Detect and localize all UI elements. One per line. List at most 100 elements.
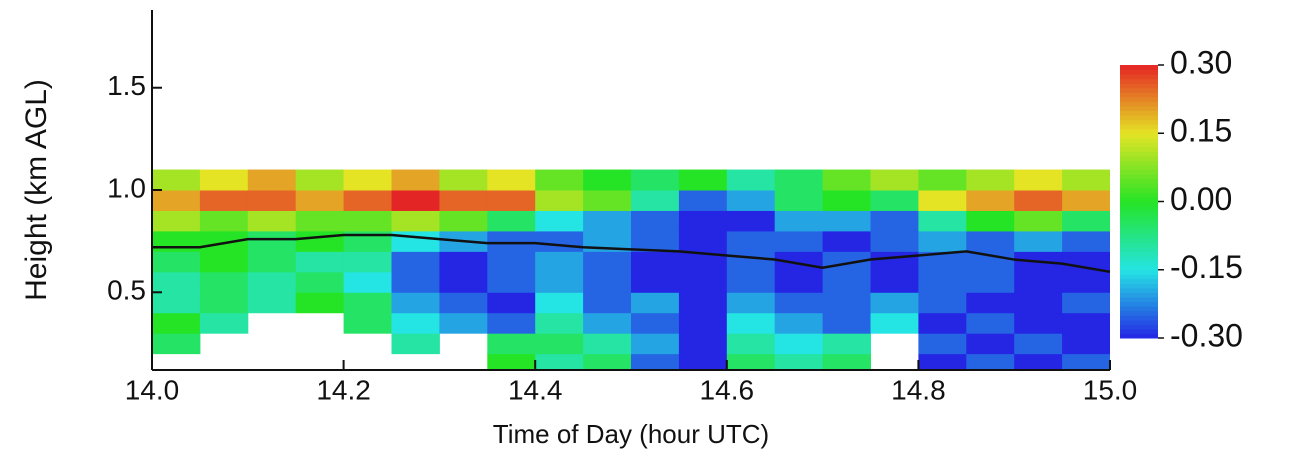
colorbar-swatch [1120,133,1158,139]
cell [487,251,536,273]
colorbar-swatch [1120,92,1158,98]
cell [583,292,632,314]
cell [343,251,392,273]
cell [247,210,297,232]
cell [678,271,728,293]
cell [726,169,776,191]
y-tick-label: 0.5 [107,275,146,306]
cell [1014,190,1063,211]
colorbar-swatch [1120,215,1158,221]
cell [918,271,967,293]
colorbar-swatch [1120,192,1158,198]
cell [152,190,201,211]
cell [535,210,584,232]
colorbar-swatch [1120,328,1158,334]
cell [247,271,297,293]
cell [343,210,392,232]
cell [918,292,967,314]
x-axis-label: Time of Day (hour UTC) [493,419,769,449]
cell [487,169,536,191]
cell [1062,251,1110,273]
cell [391,230,440,252]
cell [822,292,871,314]
colorbar-swatch [1120,287,1158,293]
cell [631,292,680,314]
colorbar-swatch [1120,160,1158,166]
colorbar-swatch [1120,119,1158,125]
cell [966,333,1015,355]
cell [822,353,871,370]
colorbar-swatch [1120,269,1158,275]
cell [391,333,440,355]
colorbar-swatch [1120,142,1158,148]
colorbar-swatch [1120,74,1158,80]
cell [391,271,440,293]
cell [678,251,728,273]
cell [1062,353,1110,370]
cell [199,251,249,273]
y-tick-label: 1.0 [107,172,146,203]
colorbar-swatch [1120,237,1158,243]
colorbar-swatch [1120,333,1158,339]
cell [631,353,680,370]
cell [918,333,967,355]
cell [583,190,632,211]
y-tick-label: 1.5 [107,70,146,101]
cell [295,292,345,314]
cell [439,271,488,293]
colorbar-swatch [1120,105,1158,111]
x-tick-label: 14.2 [316,374,371,405]
cell [295,169,345,191]
cell [487,271,536,293]
cell [439,169,488,191]
cell [678,169,728,191]
cell [487,353,536,370]
cell [774,210,824,232]
x-tick-label: 14.0 [125,374,180,405]
cell [918,251,967,273]
cell [199,271,249,293]
cell [535,312,584,334]
cell [870,169,919,191]
cell [678,353,728,370]
cell [726,312,776,334]
cell [726,292,776,314]
cell [487,333,536,355]
cell [726,230,776,252]
colorbar-swatch [1120,319,1158,325]
cell [631,251,680,273]
cell [678,312,728,334]
colorbar-swatch [1120,87,1158,93]
cell [247,251,297,273]
cell [966,210,1015,232]
cell [822,190,871,211]
colorbar-swatch [1120,183,1158,189]
colorbar-tick-label: -0.30 [1170,317,1243,353]
cell [152,292,201,314]
cell [295,190,345,211]
cell [726,353,776,370]
cell [1014,230,1063,252]
cell [870,292,919,314]
cell [631,271,680,293]
cell [535,333,584,355]
colorbar-swatch [1120,156,1158,162]
cell [439,251,488,273]
cell [391,251,440,273]
cell [152,169,201,191]
cell [343,169,392,191]
cell [966,190,1015,211]
colorbar-swatch [1120,306,1158,312]
cell [822,230,871,252]
cell [439,210,488,232]
cell [1014,353,1063,370]
cell [583,251,632,273]
colorbar-swatch [1120,115,1158,121]
colorbar-swatch [1120,301,1158,307]
cell [1014,169,1063,191]
cell [199,190,249,211]
colorbar-swatch [1120,297,1158,303]
colorbar-tick-label: -0.15 [1170,249,1243,285]
cell [343,271,392,293]
colorbar-swatch [1120,219,1158,225]
